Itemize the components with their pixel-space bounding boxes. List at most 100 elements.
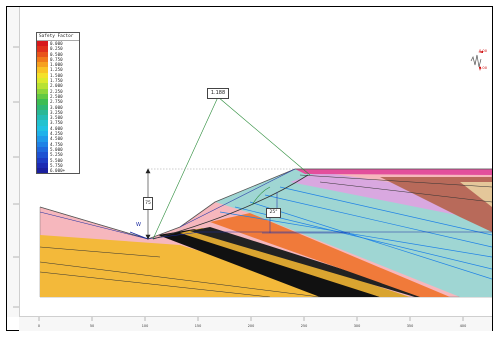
legend-item: 3.000 (37, 104, 79, 110)
slope-angle-label: 25° (266, 208, 281, 218)
legend-value: 0.750 (50, 56, 63, 62)
legend-swatch (37, 109, 48, 116)
ground-surface (39, 168, 492, 240)
legend-value: 5.750 (50, 162, 63, 168)
legend-value: 3.000 (50, 104, 63, 110)
legend-swatch (37, 78, 48, 84)
legend-item: 3.500 (37, 115, 79, 121)
legend-item: 6.000+ (37, 168, 79, 174)
soil-region-black-band-2 (190, 227, 430, 297)
legend-item: 4.000 (37, 125, 79, 132)
legend-swatch (37, 46, 48, 52)
water-table-marker: W (136, 222, 141, 228)
x-tick-label: 300 (354, 324, 360, 328)
legend-item: 1.750 (37, 78, 79, 84)
legend-item: 5.250 (37, 152, 79, 158)
legend-swatch (37, 51, 48, 57)
slope-model-canvas[interactable] (20, 7, 492, 316)
legend-swatch (37, 157, 48, 163)
legend-item: 2.750 (37, 99, 79, 105)
legend-value: 3.750 (50, 120, 63, 126)
legend-item: 3.250 (37, 109, 79, 116)
legend-swatch (37, 131, 48, 137)
legend-item: 5.000 (37, 146, 79, 153)
legend-swatch (37, 120, 48, 126)
x-tick-label: 250 (301, 324, 307, 328)
legend-item: 3.750 (37, 120, 79, 126)
legend-value: 4.250 (50, 131, 63, 137)
seismic-horizontal-value: 0.00 (479, 49, 488, 53)
x-tick-label: 400 (460, 324, 466, 328)
legend-swatch (37, 41, 48, 47)
legend-swatch (37, 152, 48, 158)
legend-item: 5.500 (37, 157, 79, 163)
legend-value: 3.250 (50, 109, 63, 115)
legend-item: 0.000 (37, 41, 79, 47)
legend-value: 2.000 (50, 83, 63, 89)
legend-swatch (37, 162, 48, 169)
seismic-vertical-value: 0.00 (479, 66, 488, 70)
legend-item: 0.250 (37, 46, 79, 52)
legend-item: 0.750 (37, 56, 79, 63)
legend-swatch (37, 115, 48, 121)
soil-region-black-band (158, 229, 380, 297)
legend-swatch (37, 88, 48, 94)
legend-value: 2.750 (50, 99, 63, 105)
legend-value: 5.500 (50, 157, 63, 163)
seismic-load-icon (470, 51, 483, 71)
legend-swatch (37, 72, 48, 79)
water-table (39, 211, 492, 240)
horizontal-ruler: 050100150200250300350400450 (19, 316, 492, 331)
soil-region-orange (210, 213, 450, 297)
legend-value: 4.500 (50, 136, 63, 142)
legend-swatch (37, 93, 48, 100)
legend-item: 0.500 (37, 51, 79, 57)
legend-value: 0.000 (50, 41, 63, 46)
slope-geometry-lines (179, 168, 350, 234)
legend-swatch (37, 67, 48, 73)
legend-value: 4.000 (50, 125, 63, 131)
legend-value: 4.750 (50, 141, 63, 147)
soil-region-magenta-top (295, 169, 492, 175)
x-tick-label: 150 (195, 324, 201, 328)
slip-circle-radii (152, 96, 311, 240)
legend-value: 0.250 (50, 46, 63, 52)
legend-item: 4.500 (37, 136, 79, 142)
legend-swatch (37, 99, 48, 105)
legend-swatch (37, 125, 48, 132)
legend-value: 3.500 (50, 115, 63, 121)
legend-swatch (37, 141, 48, 147)
legend-value: 5.250 (50, 152, 63, 158)
legend-value: 0.500 (50, 51, 63, 57)
legend-item: 4.250 (37, 131, 79, 137)
critical-slip-surface (152, 174, 309, 240)
soil-region-dark-band-2 (180, 228, 410, 297)
slope-height-label: 75 (143, 197, 153, 210)
legend-value: 1.500 (50, 72, 63, 78)
legend-item: 1.250 (37, 67, 79, 73)
legend-item: 1.000 (37, 62, 79, 68)
soil-region-tan (460, 182, 492, 207)
safety-factor-label[interactable]: 1.188 (207, 88, 229, 99)
legend-value: 1.750 (50, 78, 63, 84)
x-tick-label: 0 (38, 324, 40, 328)
safety-factor-legend: Safety Factor 0.000 0.250 0.500 0.750 1.000 1… (36, 32, 80, 175)
soil-region-brown (380, 177, 492, 232)
legend-value: 6.000+ (50, 168, 66, 174)
x-tick-label: 200 (248, 324, 254, 328)
legend-swatch (37, 83, 48, 89)
legend-item: 5.750 (37, 162, 79, 169)
legend-item: 4.750 (37, 141, 79, 147)
legend-swatch (37, 146, 48, 153)
legend-item: 2.000 (37, 83, 79, 89)
legend-value: 5.000 (50, 146, 63, 152)
soil-region-yellow (40, 235, 350, 297)
legend-value: 1.000 (50, 62, 63, 68)
legend-swatch (37, 168, 48, 174)
x-tick-label: 50 (90, 324, 94, 328)
legend-item: 2.250 (37, 88, 79, 94)
legend-value: 2.500 (50, 93, 63, 99)
legend-swatch (37, 136, 48, 142)
legend-swatch (37, 56, 48, 63)
legend-value: 1.250 (50, 67, 63, 73)
